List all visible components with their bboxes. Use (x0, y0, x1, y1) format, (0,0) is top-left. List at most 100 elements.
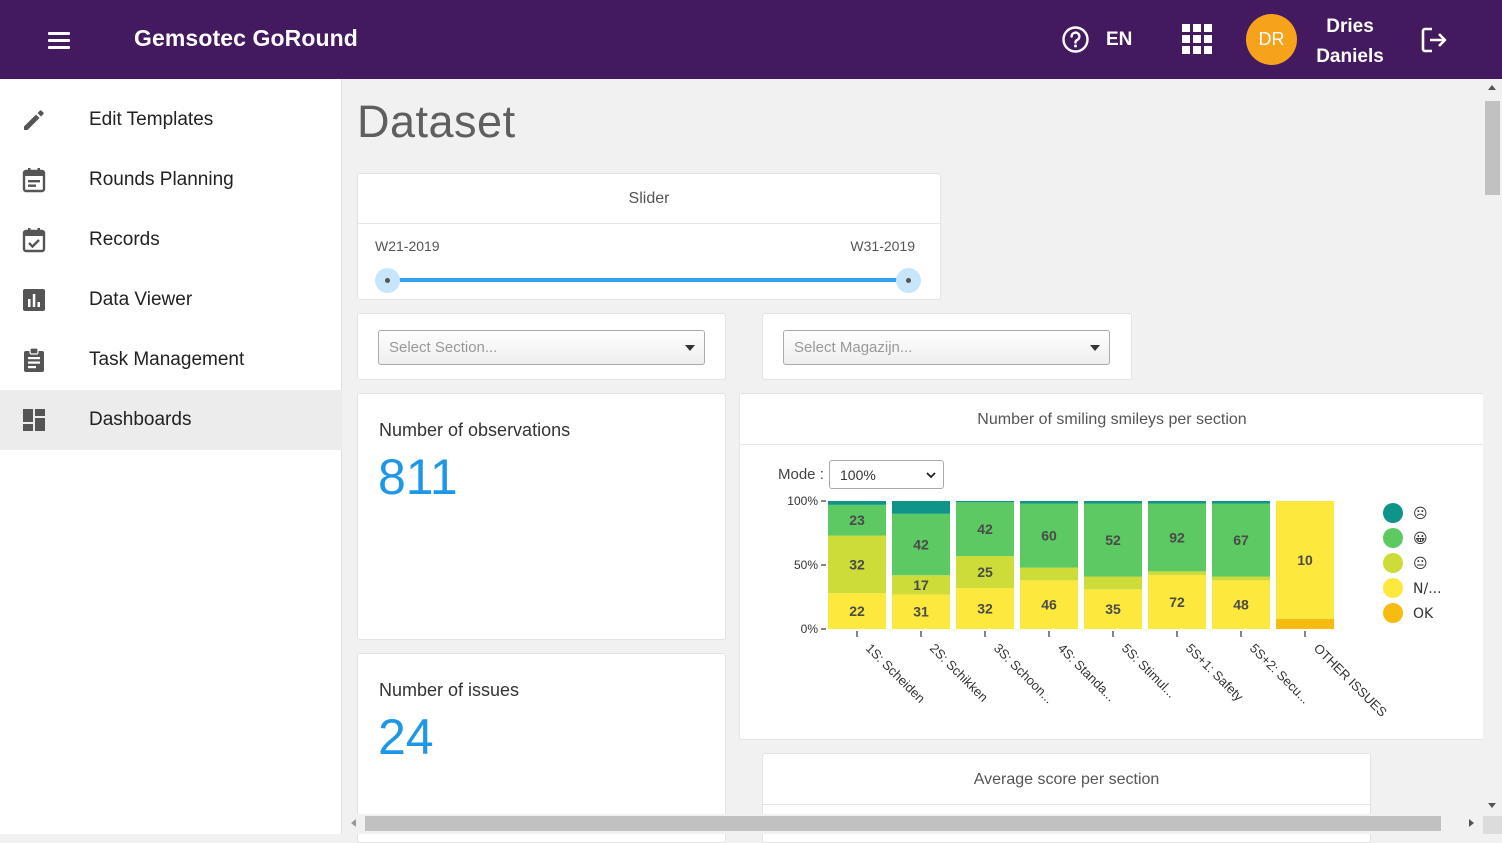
horizontal-scroll-thumb[interactable] (365, 816, 1441, 831)
section-select-placeholder: Select Section... (389, 339, 498, 356)
pencil-icon (24, 110, 44, 130)
top-bar: Gemsotec GoRound EN DR Dries Daniels (0, 0, 1502, 79)
bar-segment (1084, 501, 1142, 504)
scrollbar-corner (1483, 816, 1502, 834)
x-tick-label: 3S: Schoon... (991, 641, 1057, 707)
help-icon[interactable] (1061, 25, 1090, 54)
clipboard-icon (24, 347, 44, 372)
bar-segment (1084, 576, 1142, 590)
observations-value: 811 (378, 449, 458, 505)
mode-select-value: 100% (840, 467, 876, 483)
x-tick-label: 5S+1: Safety (1183, 641, 1247, 705)
observations-card: Number of observations 811 (357, 393, 726, 640)
bar-segment (828, 535, 886, 594)
data-label: 32 (977, 601, 993, 617)
scroll-up-icon[interactable] (1488, 85, 1496, 90)
apps-grid-icon[interactable] (1181, 23, 1213, 55)
sidebar-item-task-management[interactable]: Task Management (0, 330, 342, 390)
data-label: 35 (1105, 601, 1121, 617)
observations-label: Number of observations (379, 420, 571, 440)
legend-swatch (1383, 503, 1403, 523)
legend-swatch (1383, 528, 1403, 548)
slider-max-label: W31-2019 (850, 238, 915, 254)
section-select[interactable]: Select Section... (378, 330, 705, 365)
hamburger-menu-icon[interactable] (44, 27, 76, 53)
bar-segment (1148, 503, 1206, 572)
sidebar: Edit Templates Rounds Planning Records D… (0, 79, 342, 834)
logout-icon[interactable] (1419, 25, 1449, 55)
user-first-name: Dries (1326, 16, 1374, 37)
data-label: 22 (849, 603, 865, 619)
bar-segment (828, 504, 886, 536)
mode-select[interactable]: 100% (829, 460, 944, 489)
data-label: 52 (1105, 532, 1121, 548)
scroll-down-icon[interactable] (1488, 803, 1496, 808)
data-label: 67 (1233, 532, 1249, 548)
legend-swatch (1383, 553, 1403, 573)
legend-label: OK (1413, 606, 1434, 622)
slider-handle-start[interactable] (375, 268, 400, 293)
bar-segment (1276, 618, 1334, 629)
data-label: 17 (913, 577, 929, 593)
sidebar-item-label: Data Viewer (89, 289, 193, 310)
data-label: 72 (1169, 594, 1185, 610)
sidebar-item-label: Task Management (89, 349, 245, 370)
bar-segment (1084, 589, 1142, 629)
y-tick-label: 0% (801, 622, 819, 636)
user-name[interactable]: Dries Daniels (1308, 12, 1392, 72)
issues-value: 24 (378, 709, 434, 765)
sidebar-item-dashboards[interactable]: Dashboards (0, 390, 342, 450)
bar-segment (1020, 503, 1078, 568)
bar-chart-icon (23, 289, 45, 311)
chevron-down-icon (685, 345, 695, 351)
vertical-scrollbar[interactable] (1483, 79, 1502, 816)
scroll-right-icon[interactable] (1469, 819, 1474, 827)
section-select-card: Select Section... (357, 313, 726, 380)
x-tick-label: 5S+2: Secu... (1247, 641, 1313, 707)
data-label: 42 (913, 537, 929, 553)
bar-segment (1212, 576, 1270, 581)
slider-handle-end[interactable] (896, 268, 921, 293)
bar-segment (956, 501, 1014, 503)
bar-segment (1020, 567, 1078, 581)
vertical-scroll-thumb[interactable] (1485, 101, 1500, 195)
bar-segment (956, 588, 1014, 629)
issues-label: Number of issues (379, 680, 520, 700)
legend-label: ☹ (1413, 506, 1428, 522)
dashboard-icon (23, 409, 45, 431)
sidebar-item-records[interactable]: Records (0, 210, 342, 270)
scroll-left-icon[interactable] (351, 819, 356, 827)
smileys-chart-title: Number of smiling smileys per section (740, 394, 1484, 445)
horizontal-scrollbar[interactable] (343, 814, 1483, 834)
language-selector[interactable]: EN (1106, 29, 1133, 50)
bar-segment (1020, 501, 1078, 504)
slider-track[interactable] (388, 278, 909, 282)
data-label: 48 (1233, 597, 1249, 613)
sidebar-item-data-viewer[interactable]: Data Viewer (0, 270, 342, 330)
slider-card-title: Slider (358, 174, 940, 224)
x-tick-label: 5S: Stimul... (1119, 641, 1179, 701)
sidebar-item-edit-templates[interactable]: Edit Templates (0, 90, 342, 150)
bar-segment (1148, 571, 1206, 576)
legend-swatch (1383, 578, 1403, 598)
avatar[interactable]: DR (1246, 14, 1297, 65)
bar-segment (892, 513, 950, 576)
y-tick-label: 100% (787, 494, 818, 508)
magazijn-select[interactable]: Select Magazijn... (783, 330, 1110, 365)
chevron-down-icon (926, 472, 936, 479)
data-label: 60 (1041, 528, 1057, 544)
bar-segment (1212, 501, 1270, 504)
sidebar-item-rounds-planning[interactable]: Rounds Planning (0, 150, 342, 210)
data-label: 23 (849, 512, 865, 528)
legend-swatch (1383, 603, 1403, 623)
data-label: 10 (1297, 552, 1313, 568)
bar-segment (1148, 501, 1206, 504)
legend-label: 😀 (1413, 531, 1428, 547)
smileys-chart-card: Number of smiling smileys per section Mo… (739, 393, 1484, 740)
bar-segment (1020, 580, 1078, 629)
bar-segment (892, 501, 950, 514)
sidebar-item-label: Rounds Planning (89, 169, 234, 190)
x-tick-label: 2S: Schikken (927, 641, 991, 705)
page-title: Dataset (357, 96, 516, 147)
bar-segment (956, 502, 1014, 557)
